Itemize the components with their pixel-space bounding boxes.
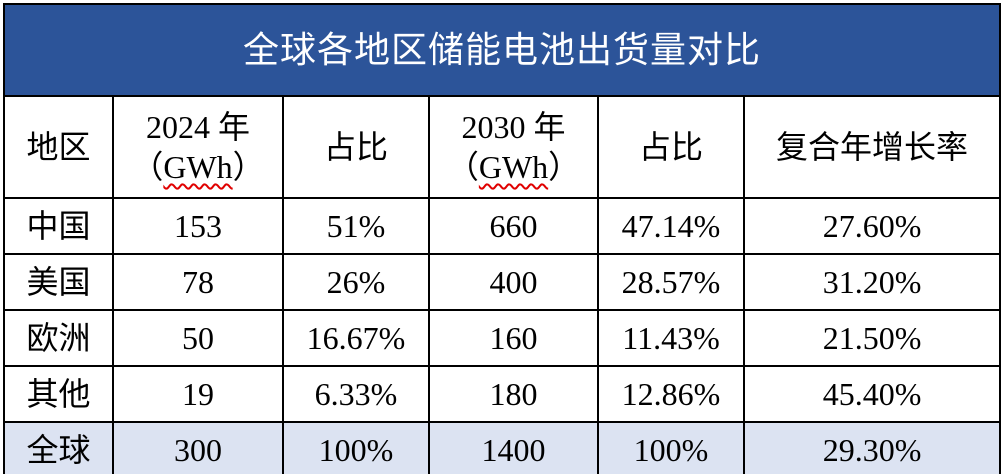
cell-region: 美国 <box>3 253 114 311</box>
cell-cagr: 27.60% <box>742 197 1002 255</box>
paren-close: ） <box>232 149 265 185</box>
cell-2030-value: 400 <box>428 253 599 311</box>
table-row-china: 中国 153 51% 660 47.14% 27.60% <box>3 197 1002 255</box>
cell-2030-share: 28.57% <box>597 253 745 311</box>
cell-2030-value: 660 <box>428 197 599 255</box>
cell-2024-share: 26% <box>282 253 430 311</box>
cell-2024-share: 51% <box>282 197 430 255</box>
cell-cagr: 21.50% <box>742 309 1002 367</box>
col-header-share-2024: 占比 <box>282 95 430 199</box>
cell-2030-share: 47.14% <box>597 197 745 255</box>
table-row-others: 其他 19 6.33% 180 12.86% 45.40% <box>3 365 1002 423</box>
col-header-region: 地区 <box>3 95 114 199</box>
table-row-usa: 美国 78 26% 400 28.57% 31.20% <box>3 253 1002 311</box>
col-header-2030-year: 2030 年 <box>461 109 566 145</box>
col-header-2024-unit: （GWh） <box>115 147 281 187</box>
cell-2030-share: 100% <box>597 421 745 474</box>
col-header-2030-unit: （GWh） <box>431 147 596 187</box>
table-row-europe: 欧洲 50 16.67% 160 11.43% 21.50% <box>3 309 1002 367</box>
cell-2030-share: 12.86% <box>597 365 745 423</box>
cell-cagr: 29.30% <box>742 421 1002 474</box>
col-header-2024-year: 2024 年 <box>145 109 250 145</box>
cell-2030-value: 180 <box>428 365 599 423</box>
col-header-cagr: 复合年增长率 <box>742 95 1002 199</box>
cell-2030-share: 11.43% <box>597 309 745 367</box>
cell-2024-value: 153 <box>112 197 284 255</box>
table-title: 全球各地区储能电池出货量对比 <box>2 3 1002 97</box>
cell-2024-value: 78 <box>112 253 284 311</box>
cell-2024-value: 19 <box>112 365 284 423</box>
cell-region: 中国 <box>3 197 114 255</box>
cell-2024-share: 100% <box>282 421 430 474</box>
cell-2030-value: 160 <box>428 309 599 367</box>
paren-open: （ <box>446 149 479 185</box>
cell-region: 欧洲 <box>3 309 114 367</box>
cell-region: 其他 <box>3 365 114 423</box>
table-row-global-total: 全球 300 100% 1400 100% 29.30% <box>3 421 1002 474</box>
unit-gwh-spellcheck: GWh <box>478 149 549 185</box>
paren-close: ） <box>548 149 581 185</box>
paren-open: （ <box>131 149 164 185</box>
cell-cagr: 45.40% <box>742 365 1002 423</box>
col-header-2024: 2024 年 （GWh） <box>112 95 284 199</box>
cell-2030-value: 1400 <box>428 421 599 474</box>
table-header-row: 地区 2024 年 （GWh） 占比 2030 年 （GWh） 占比 复合年增长… <box>3 95 1002 199</box>
shipments-table: 全球各地区储能电池出货量对比 地区 2024 年 （GWh） 占比 2030 年… <box>2 3 1002 474</box>
cell-2024-value: 50 <box>112 309 284 367</box>
cell-2024-value: 300 <box>112 421 284 474</box>
cell-cagr: 31.20% <box>742 253 1002 311</box>
cell-2024-share: 6.33% <box>282 365 430 423</box>
cell-region: 全球 <box>3 421 114 474</box>
unit-gwh-spellcheck: GWh <box>163 149 233 185</box>
col-header-share-2030: 占比 <box>597 95 745 199</box>
table-title-banner: 全球各地区储能电池出货量对比 <box>2 3 1002 97</box>
cell-2024-share: 16.67% <box>282 309 430 367</box>
col-header-2030: 2030 年 （GWh） <box>428 95 599 199</box>
